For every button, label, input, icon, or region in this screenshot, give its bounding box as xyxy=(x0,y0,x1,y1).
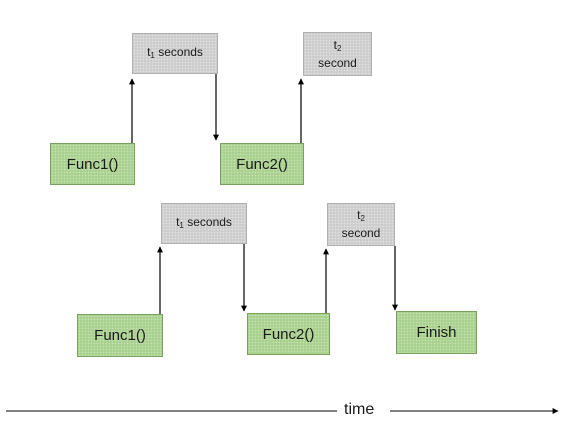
func1-label: Func1() xyxy=(67,156,119,173)
func2-label-row2: Func2() xyxy=(263,326,315,343)
wait-t2-unit-row2: second xyxy=(342,226,381,241)
finish-label: Finish xyxy=(416,324,456,341)
wait-t2-box: t2 second xyxy=(303,32,372,76)
wait-t2-symbol: t2 xyxy=(334,38,342,56)
wait-t2-symbol-row2: t2 xyxy=(357,208,365,226)
time-axis-label: time xyxy=(344,401,374,419)
wait-t2-unit: second xyxy=(318,56,357,71)
wait-t1-label-row2: t1 seconds xyxy=(176,215,232,233)
func2-label: Func2() xyxy=(236,156,288,173)
wait-t1-label: t1 seconds xyxy=(147,45,203,63)
finish-box: Finish xyxy=(396,311,477,354)
wait-t1-box-row2: t1 seconds xyxy=(161,203,247,244)
func2-box-row2: Func2() xyxy=(247,313,330,355)
func2-box: Func2() xyxy=(220,143,304,185)
func1-box: Func1() xyxy=(50,143,135,185)
func1-label-row2: Func1() xyxy=(94,327,146,344)
wait-t1-box: t1 seconds xyxy=(132,33,218,74)
wait-t2-box-row2: t2 second xyxy=(327,203,395,246)
func1-box-row2: Func1() xyxy=(77,314,163,357)
